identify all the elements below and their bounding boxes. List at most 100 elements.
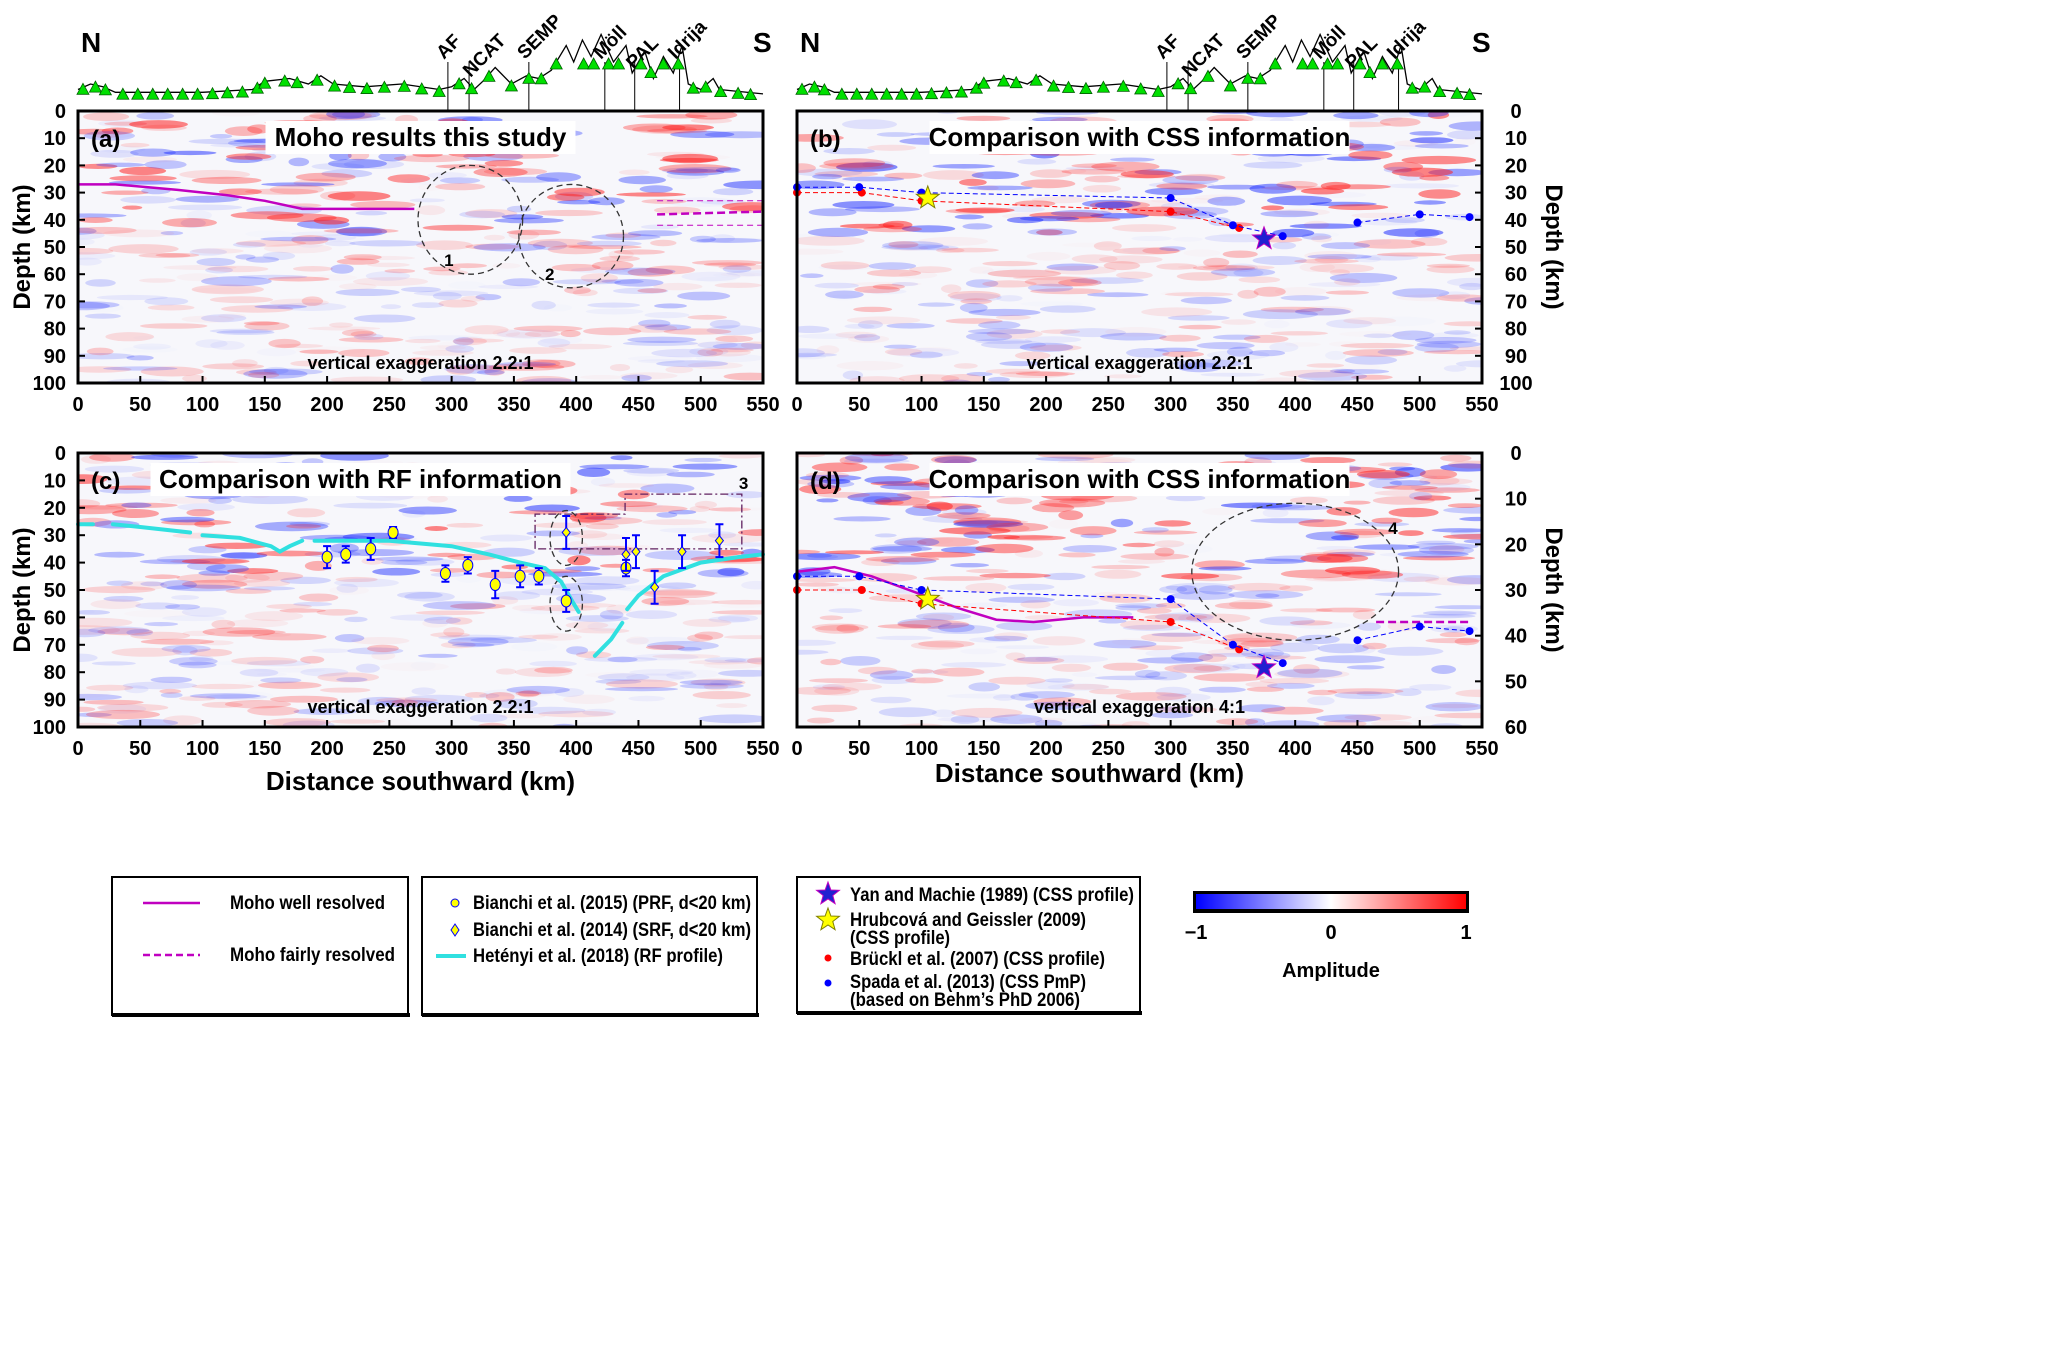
amplitude-stripe — [705, 131, 763, 139]
amplitude-stripe — [937, 716, 1009, 723]
amplitude-stripe — [83, 112, 130, 121]
amplitude-stripe — [1364, 239, 1391, 245]
exaggeration-annotation: vertical exaggeration 2.2:1 — [307, 353, 533, 373]
amplitude-stripe — [941, 662, 1007, 668]
amplitude-stripe — [1374, 490, 1444, 497]
y-tick-label: 80 — [1505, 319, 1527, 341]
amplitude-stripe — [1093, 241, 1122, 251]
amplitude-stripe — [863, 225, 922, 233]
title-background — [150, 463, 571, 496]
bianchi2015-point — [560, 594, 572, 608]
amplitude-stripe — [883, 344, 917, 349]
amplitude-stripe — [1219, 233, 1250, 238]
amplitude-stripe — [563, 694, 615, 704]
amplitude-stripe — [182, 630, 215, 637]
amplitude-stripe — [1181, 573, 1243, 582]
amplitude-stripe — [187, 561, 226, 571]
panel-d: Comparison with CSS information(d)vertic… — [791, 443, 1567, 788]
amplitude-stripe — [644, 324, 692, 331]
amplitude-stripe — [564, 286, 591, 294]
station-triangle — [1201, 69, 1215, 82]
amplitude-stripe — [336, 227, 383, 237]
amplitude-stripe — [430, 632, 470, 638]
amplitude-stripe — [1027, 283, 1074, 292]
amplitude-stripe — [1014, 549, 1043, 558]
amplitude-stripe — [696, 277, 737, 283]
amplitude-stripe — [1296, 634, 1340, 645]
amplitude-stripe — [501, 176, 559, 183]
amplitude-stripe — [529, 660, 577, 667]
station-triangle — [360, 81, 374, 94]
title-background — [929, 121, 1350, 154]
amplitude-stripe — [874, 533, 897, 538]
amplitude-stripe — [1112, 224, 1177, 232]
amplitude-stripe — [508, 230, 540, 240]
amplitude-stripe — [282, 720, 335, 727]
amplitude-stripe — [506, 685, 570, 694]
amplitude-stripe — [965, 582, 1007, 593]
amplitude-stripe — [1198, 686, 1246, 693]
amplitude-stripe — [1307, 254, 1372, 260]
amplitude-stripe — [799, 484, 842, 495]
amplitude-stripe — [488, 363, 565, 371]
amplitude-stripe — [918, 236, 988, 246]
amplitude-stripe — [653, 282, 703, 291]
amplitude-stripe — [226, 153, 272, 160]
amplitude-stripe — [78, 712, 112, 717]
x-tick-label: 0 — [791, 738, 802, 760]
amplitude-stripe — [1094, 675, 1168, 681]
amplitude-stripe — [1117, 174, 1176, 179]
amplitude-stripe — [202, 627, 276, 637]
amplitude-stripe — [816, 498, 839, 503]
amplitude-stripe — [870, 481, 930, 486]
amplitude-stripe — [814, 282, 859, 289]
amplitude-stripe — [620, 372, 678, 380]
amplitude-stripe — [923, 576, 995, 581]
spada-line — [1357, 625, 1470, 641]
amplitude-stripe — [1240, 648, 1285, 659]
amplitude-stripe — [161, 519, 232, 526]
amplitude-stripe — [708, 507, 752, 512]
amplitude-stripe — [84, 313, 121, 319]
amplitude-stripe — [1148, 181, 1215, 188]
amplitude-stripe — [845, 453, 908, 463]
amplitude-stripe — [221, 305, 294, 313]
station-triangle — [576, 57, 591, 70]
amplitude-stripe — [290, 360, 324, 367]
bianchi2015-point — [387, 525, 399, 539]
amplitude-stripe — [820, 261, 870, 270]
amplitude-stripe — [1307, 689, 1338, 696]
x-tick-label: 0 — [72, 738, 83, 760]
amplitude-stripe — [1361, 254, 1419, 261]
amplitude-stripe — [1178, 324, 1222, 330]
amplitude-stripe — [206, 694, 268, 700]
amplitude-stripe — [318, 115, 387, 122]
amplitude-stripe — [884, 463, 920, 471]
amplitude-stripe — [951, 707, 1023, 718]
amplitude-stripe — [527, 359, 576, 369]
amplitude-stripe — [225, 155, 263, 163]
spada-point — [917, 586, 926, 594]
amplitude-stripe — [811, 704, 858, 712]
station-triangle — [671, 57, 685, 70]
y-tick-label: 60 — [1505, 717, 1527, 739]
amplitude-stripe — [1413, 495, 1452, 501]
amplitude-stripe — [287, 508, 326, 518]
amplitude-stripe — [78, 247, 114, 255]
amplitude-stripe — [1034, 719, 1063, 727]
spada-point — [1278, 232, 1287, 241]
amplitude-stripe — [156, 555, 226, 564]
amplitude-stripe — [898, 374, 960, 383]
amplitude-stripe — [1150, 711, 1194, 719]
amplitude-stripe — [591, 260, 634, 271]
amplitude-stripe — [601, 279, 644, 284]
amplitude-stripe — [1207, 196, 1246, 206]
amplitude-stripe — [397, 591, 443, 599]
x-tick-label: 50 — [848, 394, 870, 416]
amplitude-stripe — [1443, 506, 1482, 514]
amplitude-stripe — [536, 172, 582, 182]
spada-point — [1166, 595, 1175, 604]
amplitude-stripe — [1261, 205, 1285, 211]
amplitude-stripe — [953, 363, 978, 369]
amplitude-stripe — [953, 520, 1024, 528]
